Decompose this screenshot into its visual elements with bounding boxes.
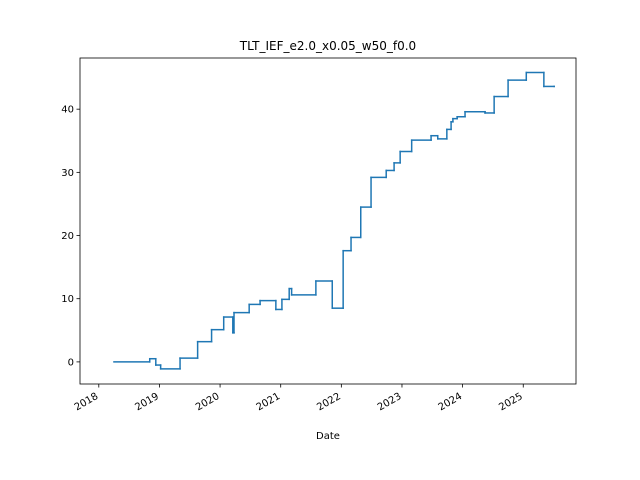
x-tick-label: 2024 bbox=[437, 391, 465, 413]
x-tick-label: 2019 bbox=[133, 391, 161, 413]
y-tick-label: 10 bbox=[61, 294, 74, 305]
x-tick-label: 2021 bbox=[255, 391, 283, 413]
y-tick-label: 40 bbox=[61, 105, 74, 116]
axes-frame bbox=[79, 57, 577, 385]
chart-title: TLT_IEF_e2.0_x0.05_w50_f0.0 bbox=[239, 39, 416, 53]
y-tick-label: 20 bbox=[61, 231, 74, 242]
x-tick-label: 2025 bbox=[497, 391, 525, 413]
x-tick-label: 2018 bbox=[73, 391, 101, 413]
y-tick-label: 30 bbox=[61, 168, 74, 179]
x-tick-label: 2023 bbox=[376, 391, 404, 413]
x-tick-label: 2022 bbox=[315, 391, 343, 413]
x-axis-label: Date bbox=[316, 431, 340, 442]
x-tick-label: 2020 bbox=[194, 391, 222, 413]
y-tick-label: 0 bbox=[68, 357, 74, 368]
